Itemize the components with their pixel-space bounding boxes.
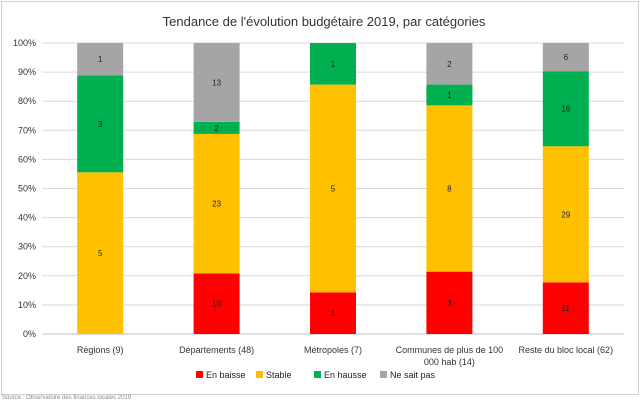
data-label: 5 xyxy=(331,185,336,194)
legend-swatch xyxy=(196,371,203,378)
x-axis: Régions (9) Départements (48) Métropoles (… xyxy=(77,345,613,367)
x-tick-label: Régions (9) xyxy=(77,345,124,355)
data-label: 29 xyxy=(561,210,570,219)
bar-segment xyxy=(310,292,356,334)
bar-segment xyxy=(193,273,240,334)
bar-segment xyxy=(77,172,124,334)
x-tick-label: Départements (48) xyxy=(179,345,254,355)
y-tick-label: 50% xyxy=(18,184,36,194)
legend-label: En baisse xyxy=(206,370,246,380)
bar-segment xyxy=(310,43,356,85)
x-tick-label: Reste du bloc local (62) xyxy=(519,345,614,355)
data-label: 1 xyxy=(331,60,336,69)
x-tick-label: Métropoles (7) xyxy=(304,345,362,355)
y-tick-label: 80% xyxy=(18,96,36,106)
y-tick-label: 70% xyxy=(18,125,36,135)
legend-swatch xyxy=(380,371,387,378)
data-label: 2 xyxy=(447,60,452,69)
bar-segment xyxy=(426,271,473,334)
data-label: 23 xyxy=(212,200,221,209)
legend-swatch xyxy=(256,371,263,378)
bar-segment xyxy=(426,105,473,272)
data-label: 6 xyxy=(564,53,569,62)
y-tick-label: 60% xyxy=(18,154,36,164)
bar-segment xyxy=(542,71,589,147)
data-label: 5 xyxy=(98,249,103,258)
x-tick-label: 000 hab (14) xyxy=(424,357,475,367)
bar-segment xyxy=(542,43,589,72)
bar-segment xyxy=(193,121,240,134)
data-label: 13 xyxy=(212,78,221,87)
legend-label: En hausse xyxy=(324,370,367,380)
bar-segment xyxy=(193,43,240,122)
legend: En baisse Stable En hausse Ne sait pas xyxy=(196,370,436,380)
data-label: 11 xyxy=(562,304,571,313)
data-label: 1 xyxy=(98,55,103,64)
bar-segment xyxy=(542,146,589,283)
y-tick-label: 40% xyxy=(18,213,36,223)
data-label: 3 xyxy=(447,299,452,308)
bar-segment xyxy=(310,84,356,293)
source-footer: Source : Observatoire des finances local… xyxy=(2,395,132,401)
y-tick-label: 10% xyxy=(18,300,36,310)
bar-segment xyxy=(426,43,473,85)
data-label: 8 xyxy=(447,185,452,194)
y-tick-label: 0% xyxy=(23,329,36,339)
bar-segment xyxy=(193,133,240,274)
y-tick-label: 20% xyxy=(18,271,36,281)
legend-label: Ne sait pas xyxy=(390,370,436,380)
bar-segment xyxy=(77,43,124,76)
data-label: 1 xyxy=(331,309,336,318)
y-axis: 0% 10% 20% 30% 40% 50% 60% 70% 80% 90% 100% xyxy=(13,38,36,339)
chart-frame: Tendance de l'évolution budgétaire 2019,… xyxy=(1,1,639,395)
bar-segment xyxy=(77,75,124,173)
data-label: 10 xyxy=(212,300,221,309)
data-label: 16 xyxy=(561,105,570,114)
legend-swatch xyxy=(314,371,321,378)
data-label: 1 xyxy=(447,91,452,100)
bar-segment xyxy=(426,84,473,106)
y-tick-label: 90% xyxy=(18,67,36,77)
bar-segment xyxy=(542,282,589,334)
stacked-bar-chart: Tendance de l'évolution budgétaire 2019,… xyxy=(13,14,624,380)
data-label: 3 xyxy=(98,120,103,129)
x-tick-label: Communes de plus de 100 xyxy=(396,345,504,355)
data-label: 2 xyxy=(214,124,219,133)
chart-title: Tendance de l'évolution budgétaire 2019,… xyxy=(163,14,486,29)
y-tick-label: 100% xyxy=(13,38,36,48)
y-tick-label: 30% xyxy=(18,242,36,252)
legend-label: Stable xyxy=(266,370,292,380)
